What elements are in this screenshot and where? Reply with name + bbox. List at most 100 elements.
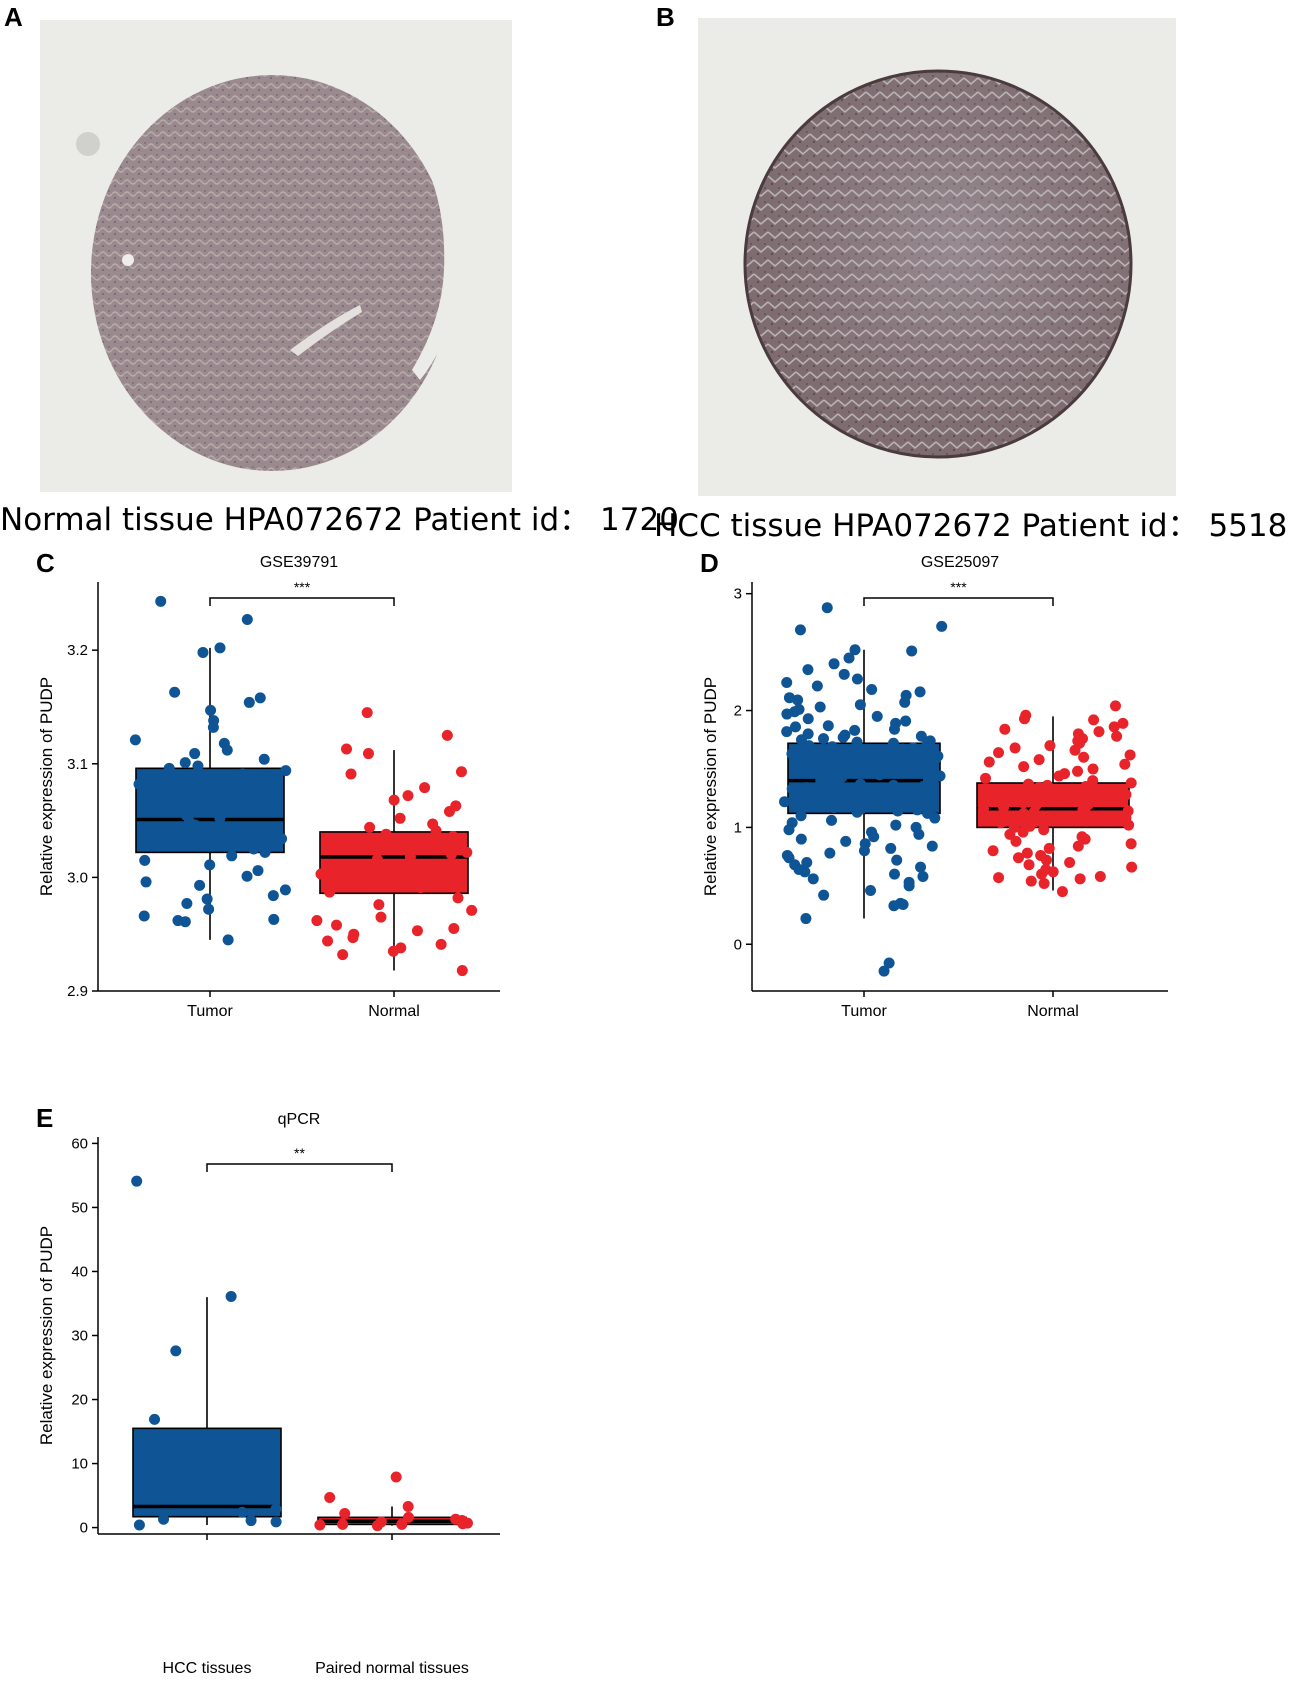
data-point — [855, 778, 867, 790]
data-point — [338, 843, 350, 855]
data-point — [887, 737, 899, 749]
data-point — [414, 882, 426, 894]
data-point — [1019, 713, 1031, 725]
data-point — [799, 866, 811, 878]
data-point — [897, 899, 909, 911]
data-point — [140, 876, 152, 888]
data-point — [241, 613, 253, 625]
chart-title: GSE39791 — [260, 554, 338, 571]
data-point — [138, 910, 150, 922]
data-point — [1079, 833, 1091, 845]
data-point — [258, 753, 270, 765]
y-tick-label: 60 — [71, 1135, 88, 1152]
data-point — [215, 823, 227, 835]
data-point — [373, 899, 385, 911]
data-point — [837, 731, 849, 743]
significance-stars: ** — [294, 1145, 305, 1161]
data-point — [1110, 700, 1122, 712]
data-point — [1017, 797, 1029, 809]
data-point — [1072, 765, 1084, 777]
data-point — [372, 857, 384, 869]
data-point — [888, 868, 900, 880]
data-point — [1092, 813, 1104, 825]
data-point — [1017, 826, 1029, 838]
data-point — [375, 911, 387, 923]
data-point — [911, 804, 923, 816]
bracket-line — [206, 1163, 393, 1172]
data-point — [248, 843, 260, 855]
x-tick-label: Tumor — [187, 1003, 233, 1020]
significance-stars: *** — [294, 579, 311, 595]
data-point — [221, 744, 233, 756]
data-point — [402, 1500, 414, 1512]
data-point — [781, 708, 793, 720]
data-point — [1126, 861, 1138, 873]
data-point — [802, 713, 814, 725]
data-point — [868, 831, 880, 843]
data-point — [781, 676, 793, 688]
data-point — [1080, 781, 1092, 792]
data-point — [254, 692, 266, 704]
data-point — [921, 738, 933, 750]
data-point — [792, 694, 804, 706]
data-point — [222, 934, 234, 946]
y-tick-label: 30 — [71, 1328, 88, 1345]
data-point — [461, 846, 473, 858]
data-point — [271, 786, 283, 798]
data-point — [1010, 835, 1022, 847]
box-paired-normal-tissues — [314, 1471, 473, 1532]
box-normal — [976, 700, 1138, 898]
data-point — [828, 802, 840, 814]
data-point — [214, 642, 226, 654]
data-point — [404, 851, 416, 863]
panel-e-letter: E — [36, 1103, 54, 1133]
y-tick-label: 3.1 — [67, 756, 88, 773]
data-point — [897, 743, 909, 755]
data-point — [448, 923, 460, 935]
data-point — [445, 849, 457, 861]
data-point — [1008, 795, 1020, 807]
data-point — [849, 644, 861, 656]
data-point — [826, 814, 838, 826]
data-point — [133, 1519, 145, 1531]
data-point — [279, 884, 291, 896]
panel-a-letter: A — [4, 2, 23, 32]
data-point — [189, 819, 201, 831]
data-point — [1094, 870, 1106, 882]
data-point — [429, 840, 441, 852]
data-point — [337, 949, 349, 961]
data-point — [396, 1518, 408, 1530]
data-point — [268, 802, 280, 814]
data-point — [236, 1506, 248, 1518]
y-tick-label: 3.2 — [67, 642, 88, 659]
data-point — [1069, 744, 1081, 756]
data-point — [441, 729, 453, 741]
data-point — [807, 873, 819, 885]
data-point — [361, 707, 373, 719]
data-point — [394, 812, 406, 824]
data-point — [913, 828, 925, 840]
x-tick-label: Paired normal tissues — [315, 1660, 469, 1677]
data-point — [339, 1508, 351, 1520]
data-point — [890, 819, 902, 831]
data-point — [1078, 751, 1090, 763]
data-point — [194, 879, 206, 891]
data-point — [131, 1175, 143, 1187]
data-point — [906, 645, 918, 657]
data-point — [815, 775, 827, 787]
data-point — [1044, 740, 1056, 752]
data-point — [983, 756, 995, 768]
data-point — [844, 784, 856, 796]
data-point — [1023, 859, 1035, 871]
data-point — [900, 715, 912, 727]
data-point — [225, 1290, 237, 1302]
data-point — [1119, 758, 1131, 770]
data-point — [795, 810, 807, 822]
chart-c: GSE39791 2.9 3.0 3.1 3.2 Relative expression … — [37, 554, 500, 1020]
y-tick-label: 50 — [71, 1199, 88, 1216]
y-tick-label: 20 — [71, 1392, 88, 1409]
data-point — [828, 658, 840, 670]
data-point — [823, 776, 835, 788]
data-point — [866, 684, 878, 696]
